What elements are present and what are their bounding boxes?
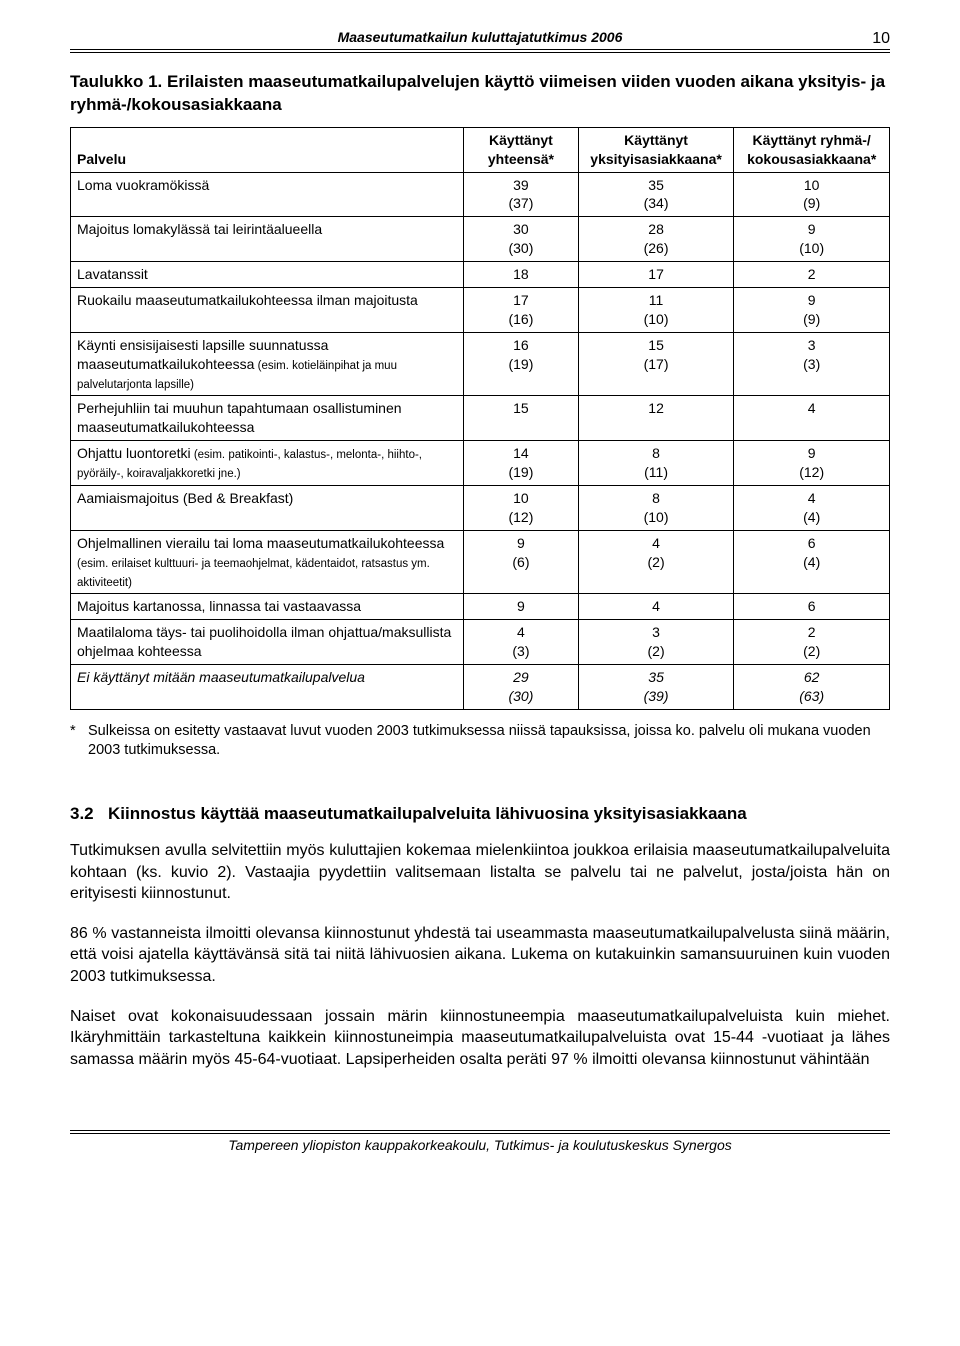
row-label: Käynti ensisijaisesti lapsille suunnatus… <box>71 332 464 396</box>
col-header-ryhma: Käyttänyt ryhmä-/ kokousasiakkaana* <box>734 127 890 172</box>
table-row: Ruokailu maaseutumatkailukohteessa ilman… <box>71 288 890 333</box>
table-cell: 9(12) <box>734 441 890 486</box>
table-cell: 3(3) <box>734 332 890 396</box>
row-label: Aamiaismajoitus (Bed & Breakfast) <box>71 486 464 531</box>
row-label: Ohjelmallinen vierailu tai loma maaseutu… <box>71 530 464 594</box>
table-cell: 6(4) <box>734 530 890 594</box>
row-label: Maatilaloma täys- tai puolihoidolla ilma… <box>71 620 464 665</box>
table-cell: 18 <box>464 262 579 288</box>
row-label: Ohjattu luontoretki (esim. patikointi-, … <box>71 441 464 486</box>
table-cell: 35(39) <box>578 665 734 710</box>
table-cell: 10(9) <box>734 172 890 217</box>
table-cell: 4 <box>578 594 734 620</box>
table-cell: 15(17) <box>578 332 734 396</box>
table-cell: 8(10) <box>578 486 734 531</box>
table-row: Perhejuhliin tai muuhun tapahtumaan osal… <box>71 396 890 441</box>
footer-text: Tampereen yliopiston kauppakorkeakoulu, … <box>70 1136 890 1155</box>
body-paragraph: 86 % vastanneista ilmoitti olevansa kiin… <box>70 923 890 988</box>
col-header-palvelu: Palvelu <box>71 127 464 172</box>
table-cell: 8(11) <box>578 441 734 486</box>
running-title: Maaseutumatkailun kuluttajatutkimus 2006 <box>338 29 623 45</box>
table-cell: 3(2) <box>578 620 734 665</box>
table-cell: 15 <box>464 396 579 441</box>
row-label: Lavatanssit <box>71 262 464 288</box>
row-label: Ei käyttänyt mitään maaseutumatkailupalv… <box>71 665 464 710</box>
table-row: Ohjelmallinen vierailu tai loma maaseutu… <box>71 530 890 594</box>
page-number: 10 <box>872 28 890 50</box>
footnote-marker: * <box>70 722 88 761</box>
table-cell: 17 <box>578 262 734 288</box>
table-row: Ohjattu luontoretki (esim. patikointi-, … <box>71 441 890 486</box>
table-cell: 2 <box>734 262 890 288</box>
body-paragraph: Naiset ovat kokonaisuudessaan jossain mä… <box>70 1006 890 1071</box>
section-number: 3.2 <box>70 803 108 826</box>
table-cell: 4(3) <box>464 620 579 665</box>
col-header-yksityis: Käyttänyt yksityisasiakkaana* <box>578 127 734 172</box>
table-caption: Taulukko 1. Erilaisten maaseutumatkailup… <box>70 71 890 117</box>
table-cell: 4(4) <box>734 486 890 531</box>
table-cell: 62(63) <box>734 665 890 710</box>
running-header: Maaseutumatkailun kuluttajatutkimus 2006… <box>70 28 890 47</box>
table-cell: 4 <box>734 396 890 441</box>
table-cell: 9(10) <box>734 217 890 262</box>
table-row: Ei käyttänyt mitään maaseutumatkailupalv… <box>71 665 890 710</box>
footer-rule-heavy <box>70 1130 890 1131</box>
body-paragraph: Tutkimuksen avulla selvitettiin myös kul… <box>70 840 890 905</box>
table-body: Loma vuokramökissä39(37)35(34)10(9)Majoi… <box>71 172 890 709</box>
table-caption-label: Taulukko 1. <box>70 72 162 91</box>
header-rule-heavy <box>70 49 890 50</box>
table-header-row: Palvelu Käyttänyt yhteensä* Käyttänyt yk… <box>71 127 890 172</box>
table-caption-text: Erilaisten maaseutumatkailupalvelujen kä… <box>70 72 885 114</box>
table-cell: 28(26) <box>578 217 734 262</box>
row-label: Ruokailu maaseutumatkailukohteessa ilman… <box>71 288 464 333</box>
table-cell: 11(10) <box>578 288 734 333</box>
table-row: Majoitus kartanossa, linnassa tai vastaa… <box>71 594 890 620</box>
table-row: Aamiaismajoitus (Bed & Breakfast)10(12)8… <box>71 486 890 531</box>
row-label: Majoitus lomakylässä tai leirintäalueell… <box>71 217 464 262</box>
table-cell: 39(37) <box>464 172 579 217</box>
row-label: Loma vuokramökissä <box>71 172 464 217</box>
section-heading: 3.2Kiinnostus käyttää maaseutumatkailupa… <box>70 803 890 826</box>
table-cell: 17(16) <box>464 288 579 333</box>
table-cell: 2(2) <box>734 620 890 665</box>
table-row: Loma vuokramökissä39(37)35(34)10(9) <box>71 172 890 217</box>
table-cell: 29(30) <box>464 665 579 710</box>
section-title: Kiinnostus käyttää maaseutumatkailupalve… <box>108 803 886 826</box>
table-cell: 14(19) <box>464 441 579 486</box>
table-row: Lavatanssit18172 <box>71 262 890 288</box>
col-header-yhteensa: Käyttänyt yhteensä* <box>464 127 579 172</box>
table-cell: 10(12) <box>464 486 579 531</box>
table-footnote: * Sulkeissa on esitetty vastaavat luvut … <box>70 722 890 761</box>
table-cell: 9(6) <box>464 530 579 594</box>
footnote-text: Sulkeissa on esitetty vastaavat luvut vu… <box>88 722 890 761</box>
table-cell: 35(34) <box>578 172 734 217</box>
table-cell: 4(2) <box>578 530 734 594</box>
services-table: Palvelu Käyttänyt yhteensä* Käyttänyt yk… <box>70 127 890 710</box>
header-rule-thin <box>70 52 890 53</box>
table-cell: 9(9) <box>734 288 890 333</box>
footer-rule-thin <box>70 1133 890 1134</box>
table-cell: 6 <box>734 594 890 620</box>
row-label: Perhejuhliin tai muuhun tapahtumaan osal… <box>71 396 464 441</box>
row-label: Majoitus kartanossa, linnassa tai vastaa… <box>71 594 464 620</box>
table-cell: 12 <box>578 396 734 441</box>
table-cell: 16(19) <box>464 332 579 396</box>
table-cell: 30(30) <box>464 217 579 262</box>
table-row: Käynti ensisijaisesti lapsille suunnatus… <box>71 332 890 396</box>
table-cell: 9 <box>464 594 579 620</box>
table-row: Majoitus lomakylässä tai leirintäalueell… <box>71 217 890 262</box>
table-row: Maatilaloma täys- tai puolihoidolla ilma… <box>71 620 890 665</box>
